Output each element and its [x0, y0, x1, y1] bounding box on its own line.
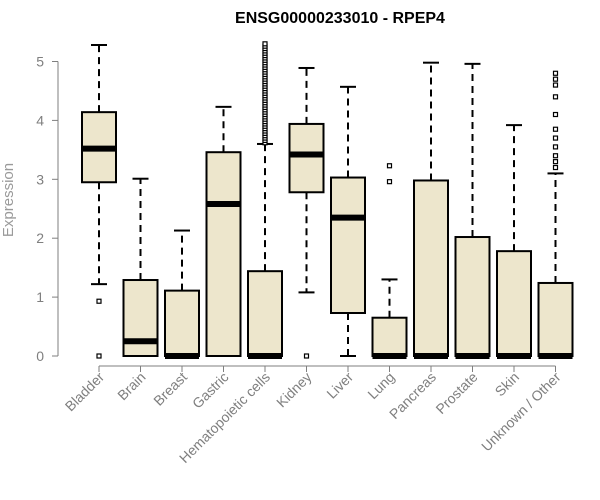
iqr-box: [288, 122, 325, 194]
outlier-point: [552, 164, 559, 171]
outlier-point: [552, 159, 559, 165]
outlier-point: [552, 111, 559, 118]
y-axis-title: Expression: [0, 163, 17, 237]
outlier-point: [552, 126, 559, 132]
box-group: [122, 177, 159, 358]
box-group: [288, 66, 325, 359]
box-group: [371, 163, 408, 359]
outlier-point: [96, 353, 102, 359]
box-group: [330, 85, 366, 357]
outlier-point: [552, 94, 559, 100]
iqr-box: [537, 281, 574, 357]
iqr-box: [164, 289, 200, 357]
box-group: [413, 61, 449, 359]
box-group: [205, 105, 242, 357]
x-category-label: Breast: [150, 369, 190, 409]
box-group: [537, 70, 574, 359]
x-category-label: Unknown / Other: [478, 369, 564, 455]
x-category-label: Skin: [492, 369, 523, 400]
iqr-box: [454, 236, 491, 357]
y-tick-label: 2: [36, 230, 44, 246]
iqr-box: [371, 316, 408, 357]
y-tick-label: 4: [36, 112, 44, 128]
box-group: [247, 41, 283, 359]
y-tick-label: 3: [36, 171, 44, 187]
iqr-box: [413, 179, 449, 357]
y-tick-label: 1: [36, 289, 44, 305]
x-category-label: Prostate: [432, 369, 480, 417]
outlier-point: [552, 82, 559, 88]
chart-title: ENSG00000233010 - RPEP4: [235, 10, 445, 27]
outlier-point: [303, 353, 310, 359]
outlier-point: [552, 144, 559, 150]
box-group: [496, 124, 532, 359]
x-category-label: Brain: [114, 369, 148, 403]
iqr-box: [247, 270, 283, 357]
iqr-box: [122, 279, 159, 358]
x-category-label: Liver: [323, 369, 356, 402]
iqr-box: [330, 176, 366, 315]
outlier-point: [96, 298, 102, 304]
outlier-point: [552, 76, 559, 82]
box-group: [454, 62, 491, 359]
y-tick-label: 0: [36, 348, 44, 364]
outlier-point: [552, 153, 559, 159]
iqr-box: [205, 151, 242, 357]
x-category-label: Kidney: [273, 369, 315, 411]
outlier-point: [552, 70, 559, 76]
outlier-point: [386, 163, 393, 169]
box-group: [81, 44, 117, 359]
box-group: [164, 229, 200, 359]
y-tick-label: 5: [36, 54, 44, 70]
box-series: [81, 41, 574, 359]
iqr-box: [496, 250, 532, 358]
x-category-label: Bladder: [62, 369, 108, 415]
outlier-point: [386, 179, 393, 185]
y-axis: 0 1 2 3 4 5: [36, 54, 59, 364]
outlier-point: [552, 135, 559, 141]
outlier-point: [262, 41, 268, 47]
x-category-label: Lung: [364, 369, 397, 402]
